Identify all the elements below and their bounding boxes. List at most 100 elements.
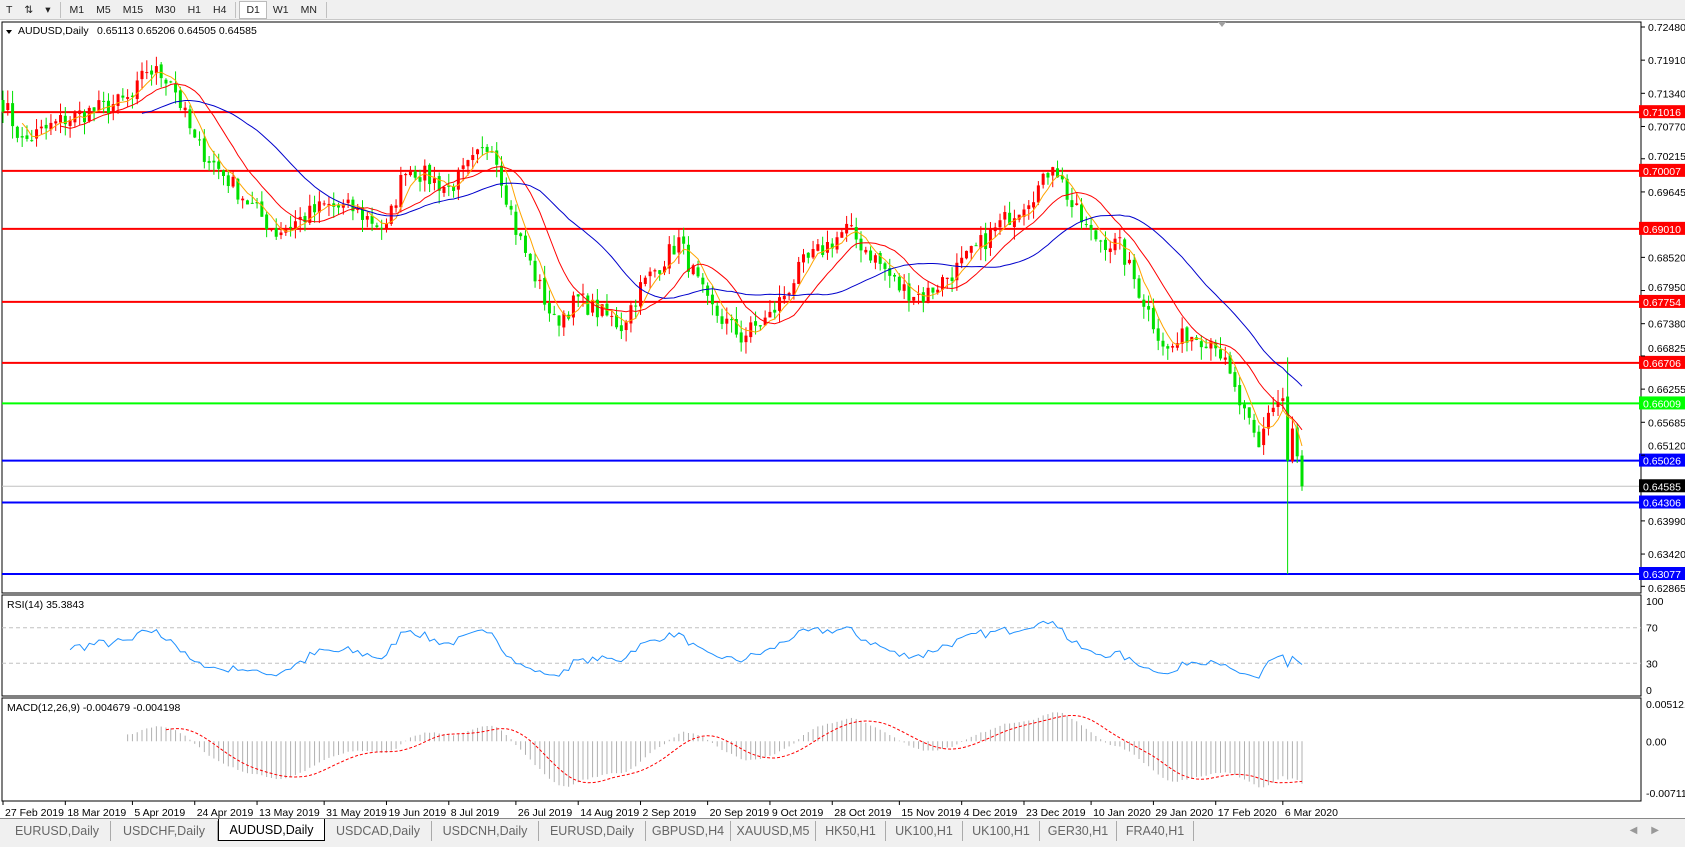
date-tick-label: 2 Sep 2019 — [643, 807, 697, 818]
candle-body — [289, 226, 293, 228]
timeframe-h4[interactable]: H4 — [213, 3, 227, 16]
candle — [1233, 366, 1237, 392]
candle — [303, 212, 307, 232]
candle-body — [226, 175, 230, 187]
date-tick-label: 4 Dec 2019 — [964, 807, 1018, 818]
candle — [902, 274, 906, 300]
tab-scroll-arrows[interactable]: ◀▶ — [1629, 825, 1673, 836]
candle — [998, 213, 1002, 235]
timeframe-h1[interactable]: H1 — [187, 3, 202, 16]
candle-body — [245, 200, 249, 205]
candle-body — [993, 227, 997, 232]
candle-body — [677, 237, 681, 253]
timeframe-m30[interactable]: M30 — [155, 3, 176, 16]
candle — [274, 218, 278, 240]
collapse-triangle-icon[interactable] — [6, 30, 12, 34]
candle-body — [207, 160, 211, 163]
chart-canvas[interactable]: 0.71016 0.70007 0.69010 0.67754 0.66706 0.660… — [0, 20, 1685, 818]
candle-body — [78, 110, 82, 114]
candle — [888, 258, 892, 288]
chart-tab[interactable]: UK100,H1 — [963, 821, 1040, 841]
candle — [940, 274, 944, 297]
candle — [322, 200, 326, 207]
candle-body — [298, 216, 302, 220]
timeframe-m15[interactable]: M15 — [122, 3, 144, 16]
candle-body — [1180, 328, 1184, 344]
chart-tab[interactable]: USDCNH,Daily — [432, 821, 539, 841]
candle-body — [730, 319, 734, 321]
text-tool-icon[interactable]: T — [6, 3, 13, 16]
chart-window[interactable]: 0.71016 0.70007 0.69010 0.67754 0.66706 0.660… — [0, 20, 1685, 818]
candle — [662, 260, 666, 276]
timeframe-d1[interactable]: D1 — [239, 0, 267, 19]
candle — [744, 327, 748, 354]
candle — [49, 114, 53, 136]
candle — [11, 90, 15, 139]
candle-body — [1199, 341, 1203, 348]
candle-body — [1060, 175, 1064, 180]
chart-tab[interactable]: GER30,H1 — [1040, 821, 1117, 841]
candle-body — [432, 178, 436, 183]
candle-body — [193, 129, 197, 138]
candle — [1094, 228, 1098, 242]
chart-tab[interactable]: AUDUSD,Daily — [218, 819, 325, 841]
candle-body — [797, 261, 801, 284]
candle-body — [1108, 248, 1112, 253]
candle-body — [365, 216, 369, 220]
candle — [509, 200, 513, 216]
candle-body — [1271, 407, 1275, 413]
candle — [1027, 200, 1031, 220]
candle-body — [686, 244, 690, 272]
timeframe-m5[interactable]: M5 — [96, 3, 111, 16]
candle — [428, 163, 432, 193]
candle — [1266, 405, 1270, 436]
date-tick-label: 14 Aug 2019 — [580, 807, 639, 818]
candle — [346, 193, 350, 209]
candle-body — [562, 313, 566, 328]
chart-tab[interactable]: GBPUSD,H4 — [646, 821, 731, 841]
chart-tab[interactable]: EURUSD,Daily — [4, 821, 111, 841]
macd-header: MACD(12,26,9) -0.004679 -0.004198 — [7, 702, 181, 714]
candle — [97, 90, 101, 113]
candle — [1156, 318, 1160, 351]
chart-tab[interactable]: XAUUSD,M5 — [731, 821, 816, 841]
candle-body — [878, 253, 882, 264]
candle-body — [964, 250, 968, 259]
candle — [178, 86, 182, 111]
timeframe-mn[interactable]: MN — [300, 3, 317, 16]
candle-body — [830, 243, 834, 249]
chart-tab[interactable]: EURUSD,Daily — [539, 821, 646, 841]
candle-body — [600, 304, 604, 316]
candle-body — [178, 90, 182, 108]
candle-body — [634, 305, 638, 307]
timeframe-m1[interactable]: M1 — [69, 3, 85, 16]
candle — [159, 61, 163, 88]
candle — [365, 211, 369, 228]
price-tick-label: 0.70770 — [1648, 121, 1685, 133]
chart-tab[interactable]: UK100,H1 — [886, 821, 963, 841]
price-tick-label: 0.71340 — [1648, 88, 1685, 100]
candle — [773, 301, 777, 320]
candle-body — [327, 203, 331, 206]
arrows-tool-icon[interactable]: ⇅ — [24, 3, 34, 16]
chart-tab[interactable]: HK50,H1 — [816, 821, 886, 841]
candle-body — [586, 295, 590, 315]
candle — [1108, 240, 1112, 264]
candle — [988, 222, 992, 256]
candle-body — [332, 203, 336, 207]
candle-body — [1118, 237, 1122, 239]
candle-body — [356, 207, 360, 210]
chart-shift-marker-icon[interactable] — [1218, 22, 1226, 27]
candle-body — [792, 283, 796, 295]
candle-body — [1089, 224, 1093, 230]
candle — [308, 194, 312, 225]
chart-tab[interactable]: USDCAD,Daily — [325, 821, 432, 841]
chart-tab[interactable]: FRA40,H1 — [1117, 821, 1194, 841]
chart-tab[interactable]: USDCHF,Daily — [111, 821, 218, 841]
dropdown-icon[interactable]: ▾ — [45, 3, 51, 16]
candle-body — [418, 177, 422, 182]
candle-body — [988, 229, 992, 248]
timeframe-w1[interactable]: W1 — [272, 3, 289, 16]
price-tick-label: 0.69645 — [1648, 187, 1685, 199]
candle-body — [1, 100, 5, 112]
